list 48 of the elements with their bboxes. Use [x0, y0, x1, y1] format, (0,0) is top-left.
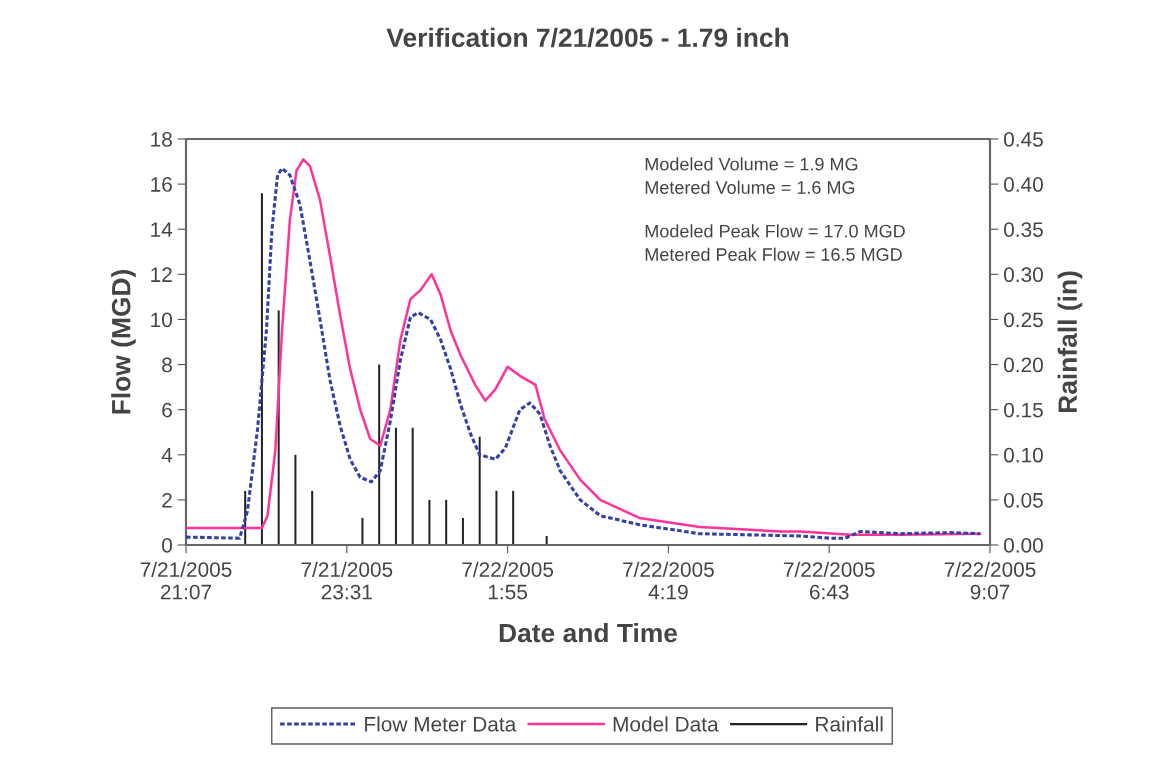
bar — [361, 517, 364, 545]
legend-label: Flow Meter Data — [365, 716, 517, 732]
x-tick-label: 7/21/2005 23:31 — [301, 561, 393, 600]
bar — [428, 499, 431, 545]
y-tick-label: 0 — [162, 538, 172, 553]
y-tick-label: 18 — [151, 132, 172, 147]
y2-tick-label: 0.05 — [1004, 492, 1043, 508]
y2-tick-label: 0.40 — [1004, 177, 1043, 192]
bar — [512, 490, 515, 545]
y2-tick-label: 0.25 — [1004, 312, 1043, 328]
bar — [378, 364, 381, 545]
x-tick-label: 7/22/2005 1:55 — [462, 561, 554, 600]
y-axis-title: Flow (MGD) — [111, 270, 136, 414]
x-tick-label: 7/22/2005 6:43 — [783, 561, 875, 600]
legend-label: Model Data — [613, 716, 719, 732]
x-tick-label: 7/22/2005 9:07 — [944, 561, 1036, 600]
x-tick-label: 7/21/2005 21:07 — [140, 561, 232, 600]
y2-tick-label: 0.45 — [1004, 132, 1043, 147]
x-axis-title: Date and Time — [499, 622, 678, 643]
y-tick-label: 12 — [151, 267, 172, 282]
y-tick-label: 16 — [151, 177, 172, 192]
y2-tick-label: 0.10 — [1004, 447, 1043, 463]
bar — [495, 490, 498, 545]
y-tick-label: 14 — [151, 222, 173, 237]
bar — [294, 454, 297, 545]
y2-tick-label: 0.30 — [1004, 267, 1043, 283]
bar — [394, 427, 397, 545]
bar — [461, 517, 464, 545]
y2-tick-label: 0.15 — [1004, 402, 1043, 418]
y-tick-label: 6 — [162, 402, 172, 418]
bar — [260, 193, 263, 545]
bar — [411, 427, 414, 545]
y2-tick-label: 0.35 — [1004, 222, 1043, 237]
bar — [445, 499, 448, 545]
annotation: Modeled Peak Flow = 17.0 MGD Metered Peak Flow = 16.5 MGD — [645, 224, 905, 261]
annotation: Modeled Volume = 1.9 MG Metered Volume = 1.6 MG — [645, 157, 858, 194]
y-tick-label: 4 — [161, 447, 173, 463]
bar — [478, 436, 481, 545]
x-tick-label: 7/22/2005 4:19 — [623, 561, 714, 600]
bar — [311, 490, 314, 545]
y-tick-label: 10 — [151, 312, 172, 328]
legend-label: Rainfall — [816, 716, 883, 732]
chart-title: Verification 7/21/2005 - 1.79 inch — [386, 27, 789, 48]
y2-tick-label: 0.00 — [1004, 538, 1043, 553]
y-tick-label: 2 — [162, 492, 172, 508]
y2-tick-label: 0.20 — [1004, 357, 1043, 373]
y-tick-label: 8 — [162, 357, 172, 373]
y2-axis-title: Rainfall (in) — [1057, 271, 1083, 413]
